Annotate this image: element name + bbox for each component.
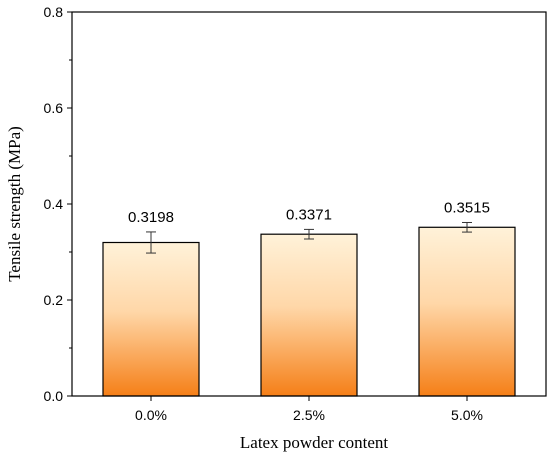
axes-layer xyxy=(67,11,547,401)
y-axis-title: Tensile strength (MPa) xyxy=(5,126,24,282)
bar-5.0% xyxy=(418,226,516,397)
bar-2.5% xyxy=(260,233,358,397)
error-bar-5.0% xyxy=(462,221,472,233)
y-tick-label: 0.0 xyxy=(44,388,64,404)
error-bar-2.5% xyxy=(304,228,314,240)
y-tick-label: 0.8 xyxy=(44,4,64,20)
x-tick-label: 5.0% xyxy=(451,407,483,423)
error-bar-0.0% xyxy=(146,231,156,254)
x-tick-label: 2.5% xyxy=(293,407,325,423)
data-label: 0.3371 xyxy=(286,206,332,223)
data-label: 0.3515 xyxy=(444,199,490,216)
y-tick-label: 0.4 xyxy=(44,196,64,212)
y-tick-label: 0.2 xyxy=(44,292,64,308)
plot-frame xyxy=(71,11,547,397)
x-tick-label: 0.0% xyxy=(135,407,167,423)
labels-layer: 0.3198 0.0% 0.3371 2.5% 0.3515 5.0% 0.0 0.2 0.4 0… xyxy=(44,4,490,423)
x-axis-title: Latex powder content xyxy=(240,433,388,452)
data-label: 0.3198 xyxy=(128,209,174,226)
bars-layer xyxy=(102,221,516,397)
y-tick-label: 0.6 xyxy=(44,100,64,116)
bar-0.0% xyxy=(102,241,200,397)
